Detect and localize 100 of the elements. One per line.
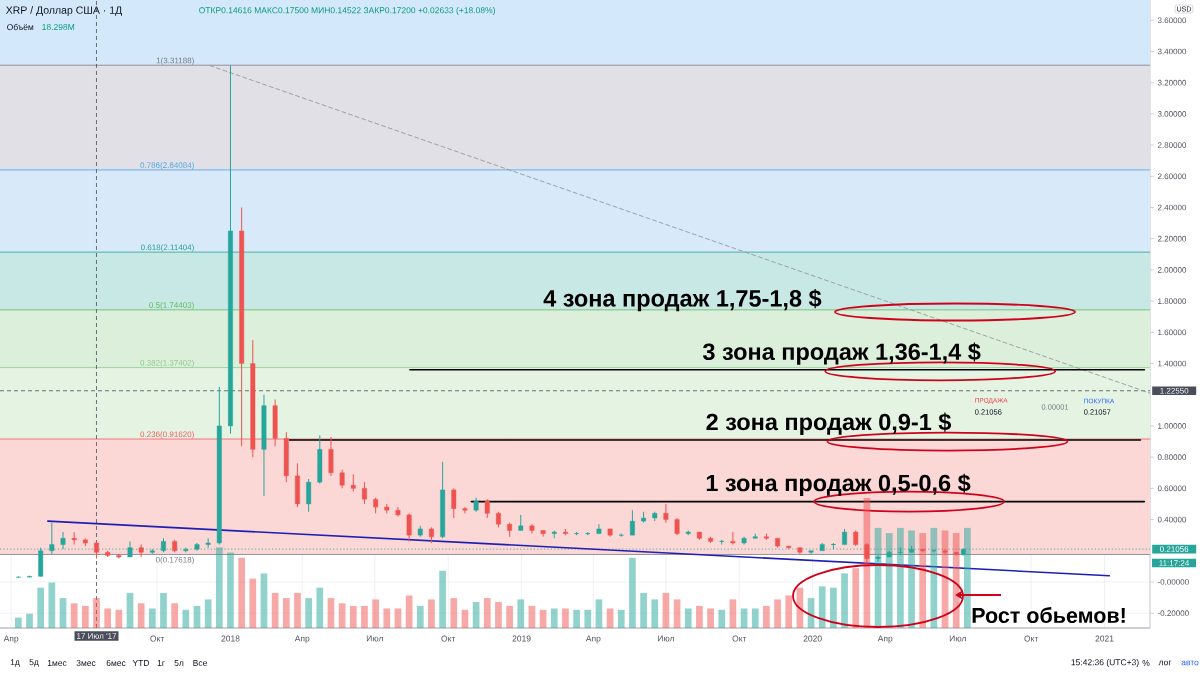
bar [305,598,312,628]
bar [651,599,659,628]
bar [684,608,692,628]
text: Все [193,660,207,666]
candlestick [462,506,468,514]
bar [361,605,368,628]
ref-line-label: 0.382(1.37402) [140,359,194,368]
bar [182,609,190,628]
text: XRP / Доллар США · 1Д [5,6,123,16]
y-tick-label: 2.60000 [1157,173,1187,180]
bar [37,587,45,628]
bar [104,608,112,628]
x-tick-label: Апр [3,635,19,644]
bar [282,598,290,628]
bar [450,598,458,628]
y-tick-label: 3.00000 [1157,111,1187,117]
text: % [1142,660,1150,666]
bar [830,587,837,628]
bar [774,599,781,628]
bar [874,527,882,628]
bar [383,608,391,628]
y-tick-label: 1.00000 [1158,423,1187,429]
text: лог [1158,660,1172,666]
bar [349,605,357,628]
bar [215,547,223,628]
x-tick-label: 2021 [1095,635,1114,642]
candlestick [540,529,546,538]
annotation: 1 зона продаж 0,5-0,6 $ [706,473,971,496]
bar [26,613,33,628]
bar [595,599,603,628]
bar [763,605,770,628]
bar [707,608,714,628]
bar [171,603,178,628]
bar [550,608,558,628]
y-tick-label: 0.80000 [1157,454,1187,460]
bar [964,527,971,628]
text: 6мес [106,659,126,666]
candlestick [306,478,312,513]
bar [729,599,737,628]
x-tick-label: 2019 [512,635,531,642]
bar [930,527,938,628]
bar [14,617,22,628]
candlestick [362,481,367,505]
candlestick [629,509,635,536]
ref-line-label: 0.5(1.74403) [149,302,194,310]
x-tick-label: Окт [732,635,747,642]
text: 1мес [47,660,67,666]
bar [93,598,100,628]
candlestick [730,531,736,546]
bar [48,582,56,628]
bar [439,570,446,628]
candlestick [864,542,870,564]
candlestick [406,512,412,542]
candlestick [71,531,77,546]
y-tick-label: -0.20000 [1157,610,1189,617]
x-tick-label: Июл [366,635,383,642]
bar [673,599,681,628]
ref-line-label: 1(3.31188) [156,57,194,65]
y-tick-label: 0.40000 [1157,516,1187,523]
x-tick-label: Окт [1024,635,1039,642]
candlestick [339,469,345,489]
annotation: 18.298M [42,23,75,30]
bar [372,599,379,628]
text: 5д [29,659,39,667]
bar [59,598,67,628]
bar [517,599,525,628]
candlestick [484,498,490,519]
bar [573,609,580,628]
ref-line-label: 0.236(0.91620) [140,431,194,439]
annotation: Объём [7,23,34,31]
x-tick-label: Июл [657,635,674,642]
ref-line-label: 0(0.17618) [155,556,194,565]
bar [428,599,435,628]
ref-line-label: 17 Июл '17 [77,633,117,639]
bar [818,586,826,628]
text: авто [1181,660,1199,666]
y-tick-label: 2.20000 [1157,235,1187,242]
y-tick-label: -0.00000 [1157,579,1189,585]
text: 1г [157,660,165,666]
bar [617,609,625,628]
bar [885,533,893,628]
bar [483,598,491,628]
x-tick-label: Окт [441,635,456,642]
y-tick-label: 2.40000 [1157,204,1187,211]
ref-line-label: 0.786(2.64084) [140,162,194,170]
annotation: 4 зона продаж 1,75-1,8 $ [543,289,822,312]
x-tick-label: Апр [294,635,310,644]
bar [495,602,502,628]
bar [137,603,145,628]
text: 15:42:36 (UTC+3) [1071,659,1139,667]
bar [629,557,636,628]
bar [204,599,212,628]
bar [227,552,234,628]
bar [919,533,927,628]
bar [751,608,759,628]
bar [863,498,871,628]
y-tick-label: 2.00000 [1157,267,1187,273]
bar [160,592,167,628]
x-tick-label: Июл [949,635,966,642]
bar [852,568,860,628]
